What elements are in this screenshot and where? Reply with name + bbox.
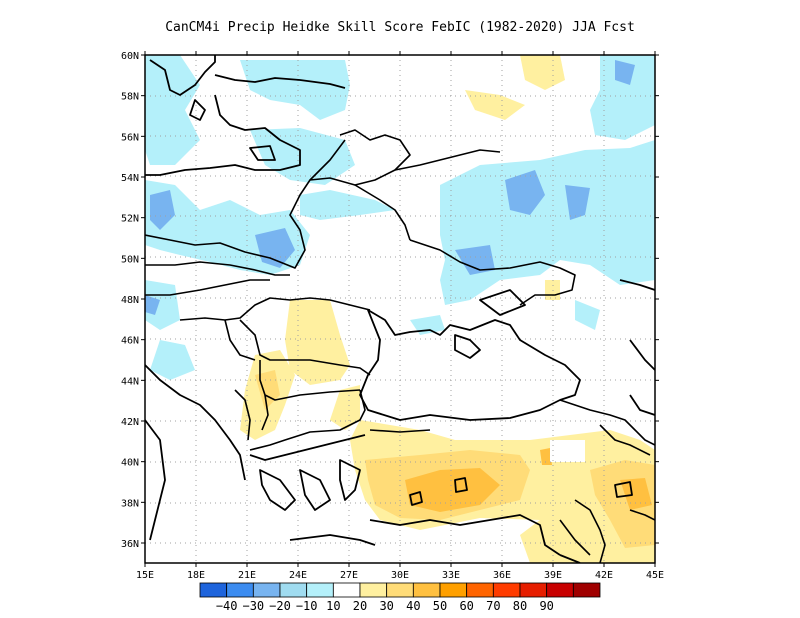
lon-tick-label: 27E [340, 570, 358, 581]
longitude-ticks: 15E 18E 21E 24E 27E 30E 33E 36E 39E 42E 45E [136, 51, 664, 581]
lat-tick-label: 60N [121, 51, 139, 62]
country-borders [145, 129, 655, 563]
orange-areas [405, 448, 652, 512]
lat-tick-label: 42N [121, 417, 139, 428]
lat-tick-label: 52N [121, 214, 139, 225]
colorbar-label: 30 [379, 599, 393, 613]
lon-tick-label: 24E [289, 570, 307, 581]
lat-tick-label: 44N [121, 376, 139, 387]
colorbar-swatch [226, 582, 254, 598]
lat-tick-label: 40N [121, 458, 139, 469]
lat-tick-label: 56N [121, 132, 139, 143]
colorbar-label: 70 [486, 599, 500, 613]
colorbar-label: −10 [296, 599, 318, 613]
map-title: CanCM4i Precip Heidke Skill Score FebIC … [165, 20, 635, 35]
colorbar-swatch [359, 582, 388, 598]
colorbar-label: −30 [242, 599, 264, 613]
colorbar-label: 10 [326, 599, 340, 613]
lon-tick-label: 15E [136, 570, 154, 581]
colorbar-swatch [412, 582, 441, 598]
colorbar-label: −40 [216, 599, 238, 613]
lon-tick-label: 42E [595, 570, 613, 581]
mid-blue-areas [145, 60, 635, 315]
lat-tick-label: 48N [121, 295, 139, 306]
colorbar-swatch [279, 582, 308, 598]
colorbar-swatch [252, 582, 281, 598]
colorbar-label: 60 [459, 599, 473, 613]
grid-lines [145, 55, 655, 563]
lon-tick-label: 39E [544, 570, 562, 581]
colorbar-label: 90 [539, 599, 553, 613]
colorbar-swatch [386, 582, 414, 598]
colorbar-swatch [492, 582, 521, 598]
colorbar-swatch [439, 582, 468, 598]
lat-tick-label: 46N [121, 336, 139, 347]
colorbar-swatch [519, 582, 548, 598]
lat-tick-label: 50N [121, 254, 139, 265]
colorbar-label: 40 [406, 599, 420, 613]
colorbar-swatch [332, 582, 361, 598]
colorbar-swatch [572, 582, 601, 598]
colorbar-label: −20 [269, 599, 291, 613]
lat-tick-label: 36N [121, 539, 139, 550]
colorbar-swatch [546, 582, 574, 598]
colorbar-swatch [466, 582, 494, 598]
lon-tick-label: 33E [442, 570, 460, 581]
lon-tick-label: 18E [187, 570, 205, 581]
colorbar-swatch [306, 582, 334, 598]
lat-tick-label: 38N [121, 498, 139, 509]
colorbar-label: 20 [353, 599, 367, 613]
lat-tick-label: 58N [121, 92, 139, 103]
lon-tick-label: 30E [391, 570, 409, 581]
colorbar-swatch [199, 582, 228, 598]
lon-tick-label: 45E [646, 570, 664, 581]
colorbar-label: 80 [513, 599, 527, 613]
colorbar-label: 50 [433, 599, 447, 613]
lon-tick-label: 36E [493, 570, 511, 581]
colorbar-legend: −40 −30 −20 −10 10 20 30 40 50 60 70 80 90 [199, 582, 601, 613]
lat-tick-label: 54N [121, 173, 139, 184]
latitude-ticks: 60N 58N 56N 54N 52N 50N 48N 46N 44N 42N 40N 38N 36N [121, 51, 659, 550]
map-frame [145, 55, 655, 563]
lon-tick-label: 21E [238, 570, 256, 581]
